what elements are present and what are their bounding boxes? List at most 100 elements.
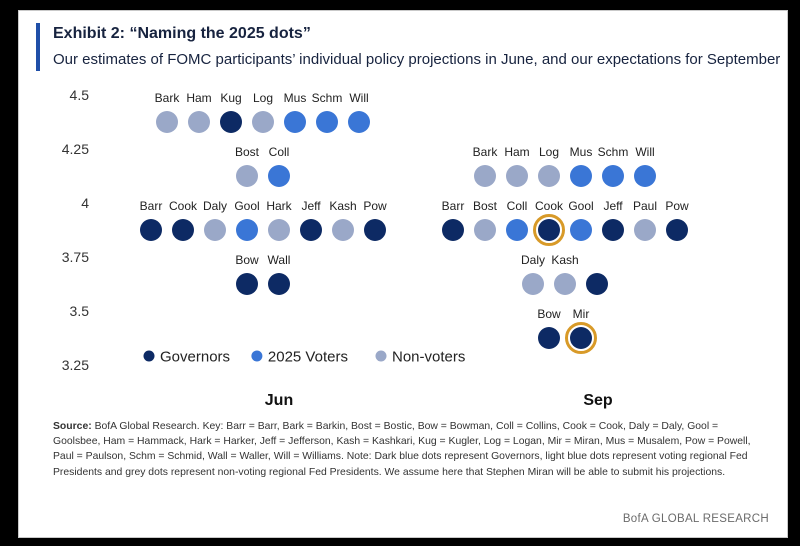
dot-label: Jeff (603, 199, 623, 213)
dot-nonvoter (474, 219, 496, 241)
dot-voter (602, 165, 624, 187)
dot-nonvoter (252, 111, 274, 133)
dot-label: Pow (665, 199, 689, 213)
dot-voter (348, 111, 370, 133)
dot-label: Barr (442, 199, 465, 213)
dot-nonvoter (188, 111, 210, 133)
dot-plot-chart: 4.5 4.25 4 3.75 3.5 3.25 Bark Ham Kug Log Mus Schm W… (62, 87, 689, 409)
dot-governor (140, 219, 162, 241)
dot-governor (442, 219, 464, 241)
dot-nonvoter (634, 219, 656, 241)
dot-voter (316, 111, 338, 133)
source-note: Source: BofA Global Research. Key: Barr … (53, 419, 768, 480)
dot-label: Bark (473, 145, 499, 159)
dot-label: Bost (473, 199, 498, 213)
dot-nonvoter (156, 111, 178, 133)
dot-governor (602, 219, 624, 241)
legend-label: Governors (160, 349, 230, 366)
dot-nonvoter (236, 165, 258, 187)
dot-label: Wall (268, 253, 291, 267)
dot-label: Bow (537, 307, 561, 321)
legend-marker (375, 350, 387, 362)
exhibit-title: Exhibit 2: “Naming the 2025 dots” (53, 25, 311, 42)
dot-nonvoter (332, 219, 354, 241)
dot-nonvoter (506, 165, 528, 187)
exhibit-frame: Exhibit 2: “Naming the 2025 dots” Our es… (18, 10, 788, 538)
dot-label: Coll (507, 199, 528, 213)
dot-voter (506, 219, 528, 241)
dot-label: Ham (504, 145, 529, 159)
y-tick-label: 4 (81, 195, 89, 211)
dot-label: Bow (235, 253, 259, 267)
dot-label: Schm (598, 145, 629, 159)
dot-label: Log (253, 91, 273, 105)
bofa-logo: BofA GLOBAL RESEARCH (622, 513, 769, 525)
panel-label: Jun (265, 392, 293, 409)
dot-label: Ham (186, 91, 211, 105)
dot-label: Bost (235, 145, 260, 159)
dot-label: Bark (155, 91, 181, 105)
dot-voter (236, 219, 258, 241)
dot-label: Mus (570, 145, 593, 159)
dot-governor (586, 273, 608, 295)
dot-voter (284, 111, 306, 133)
dot-nonvoter (554, 273, 576, 295)
y-tick-label: 3.5 (70, 303, 90, 319)
dot-label: Kug (220, 91, 241, 105)
highlight-ring (533, 214, 565, 246)
dot-label: Daly (203, 199, 227, 213)
source-label: Source: (53, 421, 92, 432)
legend-label: Non-voters (392, 349, 465, 366)
dot-nonvoter (538, 165, 560, 187)
dot-label: Kash (551, 253, 578, 267)
source-text: BofA Global Research. Key: Barr = Barr, … (53, 421, 751, 478)
dot-label: Kash (329, 199, 356, 213)
dot-label: Will (635, 145, 654, 159)
dot-nonvoter (474, 165, 496, 187)
y-tick-label: 4.5 (70, 87, 90, 103)
dot-label: Mus (284, 91, 307, 105)
dot-governor (570, 327, 592, 349)
dot-nonvoter (522, 273, 544, 295)
dot-governor (268, 273, 290, 295)
y-tick-label: 3.75 (62, 249, 89, 265)
dot-label: Mir (573, 307, 590, 321)
y-tick-label: 3.25 (62, 357, 89, 373)
accent-bar (36, 23, 40, 71)
dot-label: Paul (633, 199, 657, 213)
dot-nonvoter (204, 219, 226, 241)
dot-label: Gool (568, 199, 593, 213)
dot-label: Hark (266, 199, 292, 213)
highlight-ring (565, 322, 597, 354)
dot-governor (666, 219, 688, 241)
dot-governor (236, 273, 258, 295)
dot-label: Will (349, 91, 368, 105)
dot-governor (300, 219, 322, 241)
dot-label: Cook (535, 199, 564, 213)
dot-label: Coll (269, 145, 290, 159)
dot-label: Gool (234, 199, 259, 213)
dot-governor (172, 219, 194, 241)
legend-marker (143, 350, 155, 362)
dot-label: Jeff (301, 199, 321, 213)
legend-marker (251, 350, 263, 362)
dot-voter (268, 165, 290, 187)
panel-label: Sep (583, 392, 613, 409)
y-tick-label: 4.25 (62, 141, 89, 157)
dot-nonvoter (268, 219, 290, 241)
dot-label: Schm (312, 91, 343, 105)
dot-voter (570, 219, 592, 241)
dot-label: Barr (140, 199, 163, 213)
dot-governor (364, 219, 386, 241)
dot-label: Pow (363, 199, 387, 213)
dot-voter (634, 165, 656, 187)
dot-voter (570, 165, 592, 187)
dot-label: Cook (169, 199, 198, 213)
dot-governor (220, 111, 242, 133)
dot-label: Log (539, 145, 559, 159)
dot-governor (538, 219, 560, 241)
dot-governor (538, 327, 560, 349)
dot-label: Daly (521, 253, 545, 267)
exhibit-subtitle: Our estimates of FOMC participants’ indi… (53, 51, 781, 68)
legend-label: 2025 Voters (268, 349, 348, 366)
